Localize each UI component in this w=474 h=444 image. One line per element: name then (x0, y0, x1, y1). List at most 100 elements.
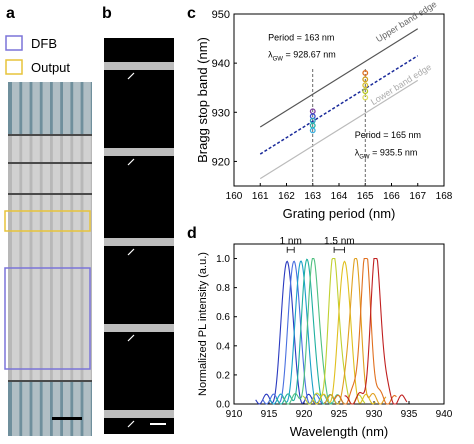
lower-band-edge-label: Lower band edge (369, 62, 433, 107)
y-tick-label-d: 0.0 (216, 400, 230, 411)
sem-band (104, 62, 174, 70)
y-tick-label-c: 940 (212, 58, 230, 70)
stripe (42, 82, 50, 436)
sem-band (104, 324, 174, 332)
stripe (63, 82, 71, 436)
x-tick-label-d: 935 (401, 409, 418, 420)
x-tick-label-d: 920 (296, 409, 313, 420)
series-line-c (259, 28, 419, 128)
x-tick-label-c: 163 (304, 191, 321, 202)
x-tick-label-c: 160 (226, 191, 243, 202)
x-tick-label-c: 164 (331, 191, 348, 202)
spacing-label-1-5nm: 1.5 nm (324, 236, 355, 247)
plot-frame-c (233, 13, 445, 187)
series-line-c (259, 55, 419, 155)
sem-arrow (127, 248, 135, 256)
y-tick-label-d: 0.4 (216, 341, 230, 352)
stripe-divider (8, 134, 92, 136)
annotation-lambda-value: = 935.5 nm (370, 148, 418, 158)
y-tick-label-c: 920 (212, 156, 230, 168)
spectrum-line (333, 257, 397, 405)
spectrum-line (281, 257, 345, 405)
legend-output-swatch (5, 59, 23, 75)
x-tick-label-c: 167 (409, 191, 426, 202)
output-region-box (4, 210, 91, 232)
stripe (12, 82, 20, 436)
annotation-lambda-symbol: λ (268, 50, 273, 60)
spectrum-line (312, 260, 376, 405)
panel-b-label: b (102, 5, 112, 22)
stripe-divider (8, 380, 92, 382)
x-tick-label-c: 166 (383, 191, 400, 202)
sem-arrow (127, 420, 135, 428)
y-tick-label-d: 0.6 (216, 312, 230, 323)
sem-arrow (127, 72, 135, 80)
spectrum-line (344, 257, 408, 405)
stripe (83, 82, 91, 436)
y-tick-label-c: 930 (212, 107, 230, 119)
panel-a-label: a (6, 5, 15, 22)
dfb-region-box (4, 267, 91, 370)
upper-band-edge-label: Upper band edge (374, 0, 438, 44)
sem-band (104, 410, 174, 418)
data-point-c (309, 127, 316, 134)
y-tick-label-d: 1.0 (216, 254, 230, 265)
spectrum-line (323, 257, 387, 405)
legend-dfb-swatch (5, 35, 23, 51)
stripe-divider (8, 193, 92, 195)
chart-d: 910 915 920 925 930 935 940 0.0 0.2 0.4 0.6 0.8 1.0 W… (197, 236, 453, 439)
panel-c: c 160 161 162 163 164 165 166 167 168 920 930 940 95… (187, 0, 453, 221)
scale-bar-b (150, 423, 166, 425)
sem-band (104, 238, 174, 246)
sem-bands (104, 62, 174, 428)
panel-b: b (102, 5, 174, 434)
stripe (22, 82, 30, 436)
microscope-stripes (8, 82, 92, 436)
data-point-c (362, 88, 369, 95)
stripe (32, 82, 40, 436)
series-line-c (259, 79, 419, 180)
y-axis-label-c: Bragg stop band (nm) (195, 37, 210, 163)
x-tick-label-c: 162 (278, 191, 295, 202)
x-tick-label-d: 940 (436, 409, 453, 420)
data-point-c (362, 76, 369, 83)
data-point-c (362, 94, 369, 101)
panel-d: d 910 915 920 925 930 935 940 0.0 0.2 0.4 0.6 0.8 1.… (187, 225, 453, 439)
x-axis-label-c: Grating period (nm) (283, 206, 396, 221)
annotation-lambda-subscript: GW (359, 155, 370, 161)
x-tick-label-c: 161 (252, 191, 269, 202)
annotation-lambda-value: = 928.67 nm (283, 50, 336, 60)
sem-band (104, 148, 174, 156)
stripe (52, 82, 61, 436)
y-axis-label-d: Normalized PL intensity (a.u.) (197, 252, 209, 396)
sem-arrow (127, 334, 135, 342)
legend-dfb-label: DFB (31, 36, 57, 51)
annotation-lambda-165: λGW = 935.5 nm (355, 148, 418, 161)
annotation-lambda-symbol: λ (355, 148, 360, 158)
sem-image (104, 38, 174, 434)
panel-a: a DFB Output (4, 5, 92, 436)
x-tick-label-d: 910 (226, 409, 243, 420)
stripe (73, 82, 81, 436)
annotation-lambda-subscript: GW (273, 57, 284, 63)
data-point-c (362, 70, 369, 76)
y-tick-label-c: 950 (212, 9, 230, 21)
y-tick-label-d: 0.8 (216, 283, 230, 294)
panel-d-label: d (187, 225, 197, 242)
x-tick-label-d: 930 (366, 409, 383, 420)
annotation-period-165: Period = 165 nm (355, 130, 421, 140)
x-tick-label-d: 915 (261, 409, 278, 420)
annotation-lambda-163: λGW = 928.67 nm (268, 50, 336, 63)
stripe-divider (8, 162, 92, 164)
chart-c: 160 161 162 163 164 165 166 167 168 920 930 940 950 G… (195, 0, 453, 221)
x-tick-label-c: 168 (436, 191, 453, 202)
panel-c-label: c (187, 5, 196, 22)
x-tick-label-d: 925 (331, 409, 348, 420)
sem-arrow (127, 158, 135, 166)
data-point-c (362, 82, 369, 89)
y-tick-label-d: 0.2 (216, 370, 230, 381)
legend-output-label: Output (31, 60, 70, 75)
spacing-label-1nm: 1 nm (280, 236, 302, 247)
x-axis-label-d: Wavelength (nm) (290, 424, 389, 439)
